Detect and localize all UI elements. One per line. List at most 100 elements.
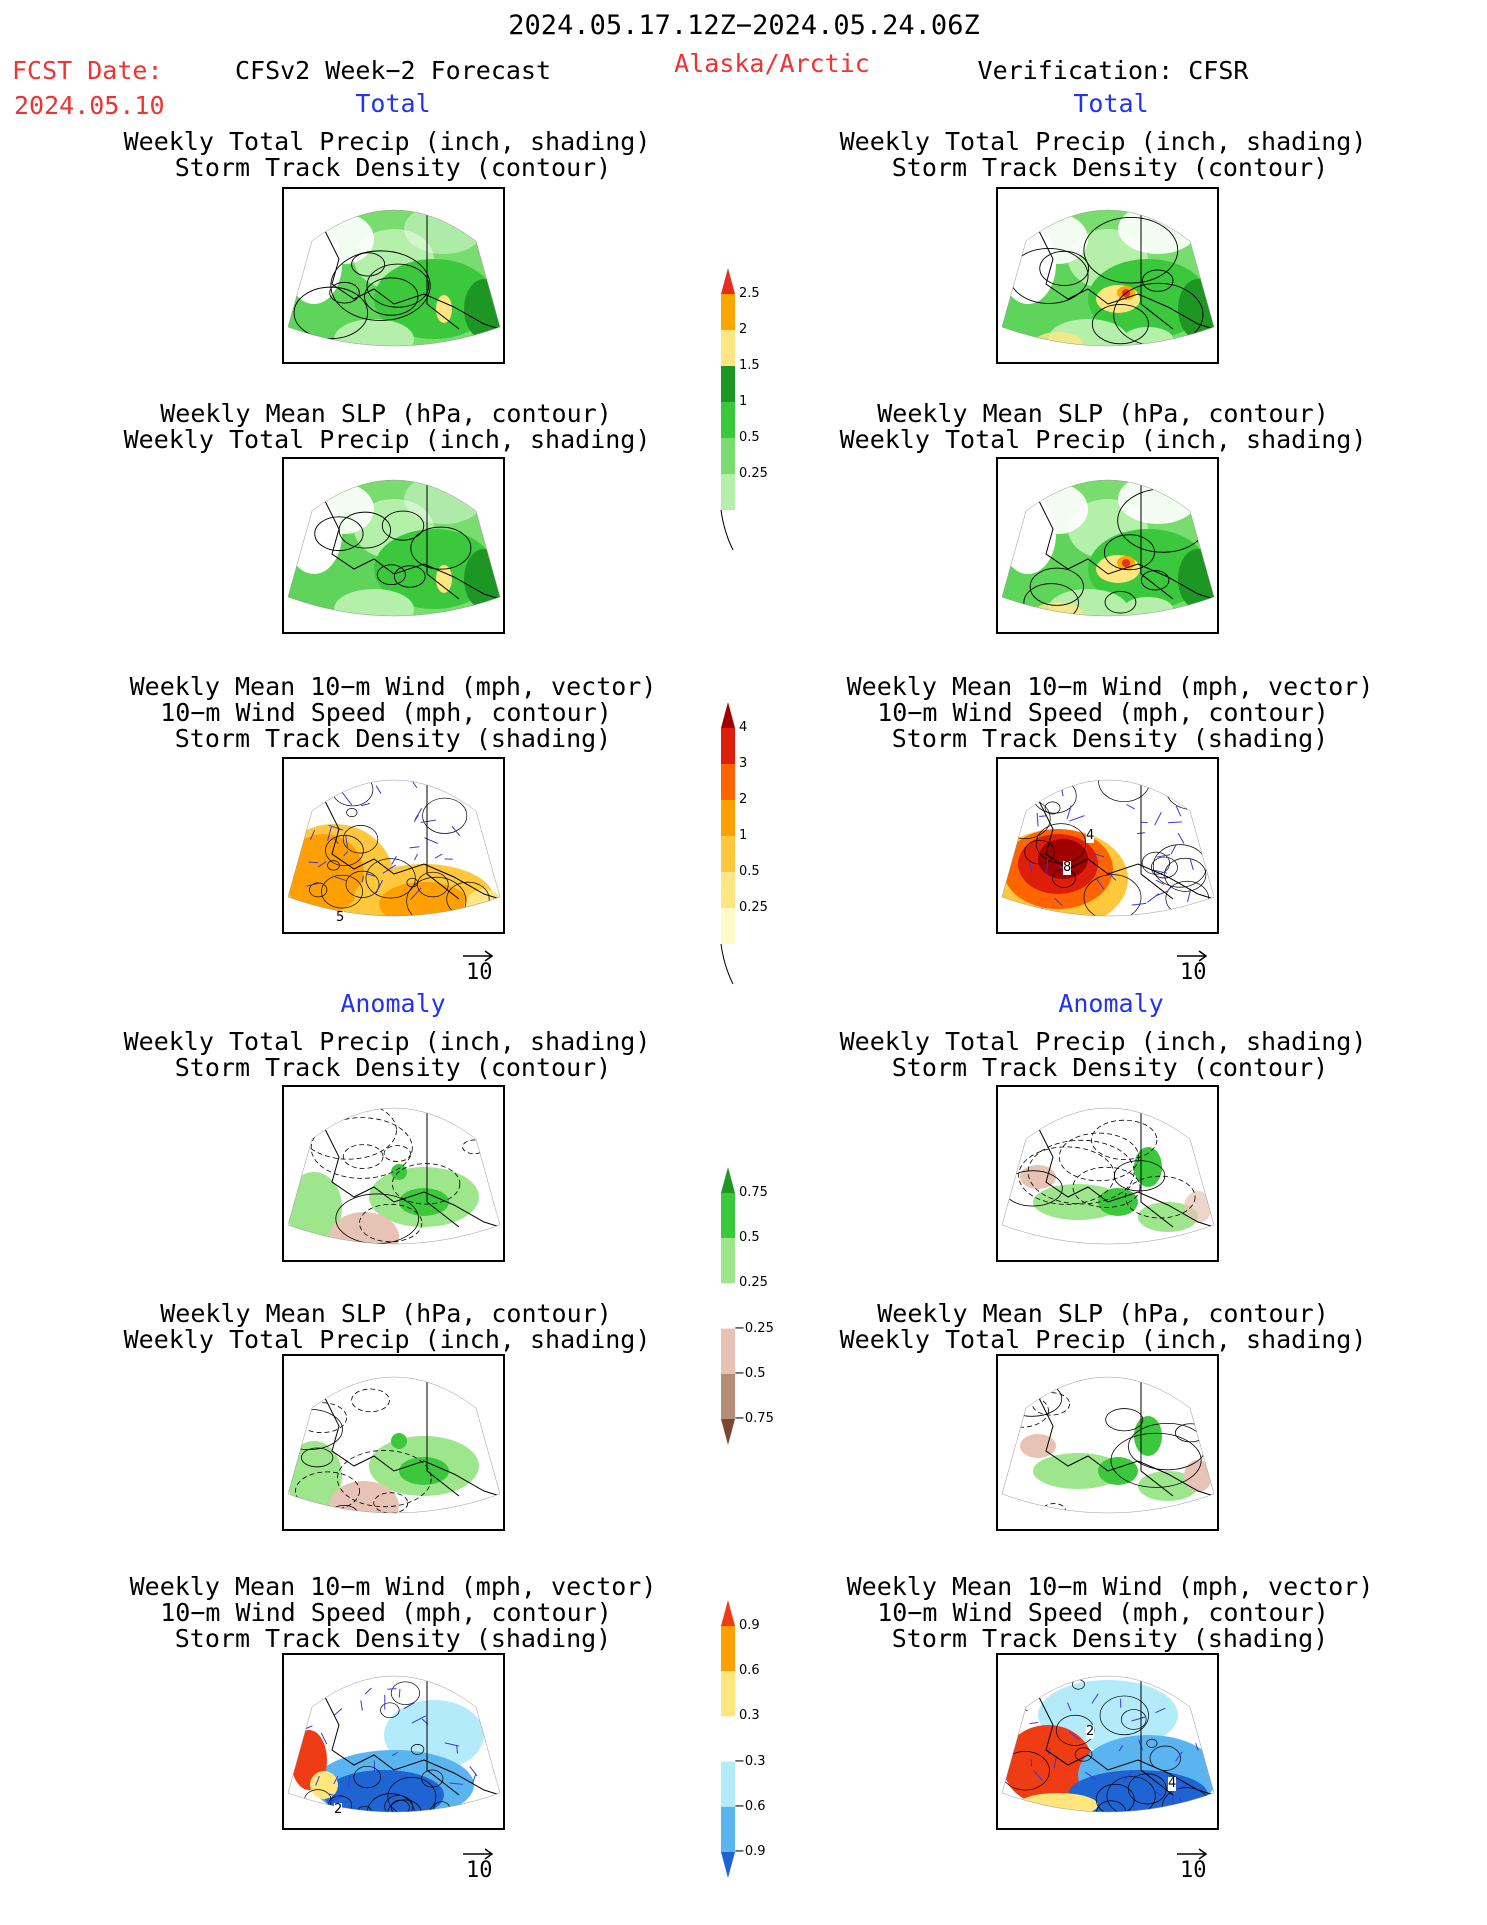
track-total-colorbar: 4 3 2 1 0.5 0.25 bbox=[718, 702, 798, 985]
fcst-anomaly-section: Anomaly bbox=[340, 989, 446, 1018]
wind-vector bbox=[491, 833, 497, 848]
wind-vector bbox=[1166, 886, 1172, 893]
obs-anom-vector-reference: 10 bbox=[1172, 1846, 1232, 1886]
colorbar-tick-label: 0.75 bbox=[739, 1185, 768, 1200]
wind-vector bbox=[1195, 1742, 1199, 1751]
wind-vector bbox=[327, 826, 332, 841]
contour-line bbox=[1091, 1119, 1158, 1160]
wind-vector bbox=[332, 875, 347, 882]
wind-vector bbox=[1053, 1756, 1057, 1768]
contour-value-label: 5 bbox=[336, 910, 345, 925]
contour-line bbox=[376, 564, 406, 586]
colorbar-segment bbox=[721, 728, 735, 764]
contour-line bbox=[1099, 1695, 1149, 1736]
wind-vector bbox=[1156, 854, 1171, 858]
contour-line bbox=[1044, 801, 1061, 815]
vector-reference-label: 10 bbox=[466, 960, 493, 985]
contour-line bbox=[1027, 1139, 1135, 1205]
wind-vector bbox=[1002, 847, 1009, 854]
obs-anom-wind-title-3: Storm Track Density (shading) bbox=[891, 1624, 1329, 1653]
shaded-region bbox=[1122, 559, 1130, 567]
wind-vector bbox=[1131, 902, 1147, 906]
map-sector-outline bbox=[287, 209, 501, 347]
colorbar-tick-label: 0.9 bbox=[739, 1618, 760, 1633]
shaded-region bbox=[288, 1172, 342, 1242]
map-sector-outline bbox=[287, 1376, 501, 1514]
wind-vector bbox=[1019, 1700, 1026, 1705]
wind-vector bbox=[300, 1686, 317, 1692]
fcst-anom-wind-map: 2 bbox=[282, 1653, 505, 1830]
wind-vector bbox=[413, 814, 419, 823]
colorbar-tick-label: 4 bbox=[739, 720, 748, 735]
contour-line bbox=[383, 1145, 411, 1162]
map-sector-outline bbox=[1001, 779, 1215, 917]
coastline bbox=[323, 1694, 500, 1796]
colorbar-segment bbox=[721, 438, 735, 474]
colorbar-segment bbox=[721, 1328, 735, 1374]
fcst-total-precip-title-1: Weekly Total Precip (inch, shading) bbox=[123, 127, 651, 156]
fcst-total-wind-map: 5 bbox=[282, 757, 505, 934]
contour-line bbox=[1032, 780, 1077, 814]
contour-line bbox=[380, 1702, 400, 1719]
contour-line bbox=[384, 1795, 414, 1812]
map-sector-outline bbox=[1001, 209, 1215, 347]
wind-vector bbox=[1131, 1716, 1146, 1722]
contour-line bbox=[1152, 844, 1207, 888]
wind-vector bbox=[411, 1715, 427, 1724]
wind-vector bbox=[478, 903, 489, 912]
fcst-anom-wind-title-2: 10−m Wind Speed (mph, contour) bbox=[160, 1598, 612, 1627]
wind-vector bbox=[1167, 821, 1182, 824]
wind-vector bbox=[1047, 1747, 1051, 1755]
wind-vector bbox=[410, 887, 422, 901]
fcst-total-section: Total bbox=[355, 89, 431, 118]
fcst-total-wind-title-2: 10−m Wind Speed (mph, contour) bbox=[160, 698, 612, 727]
wind-vector bbox=[409, 846, 420, 849]
contour-line bbox=[410, 1743, 425, 1755]
wind-vector bbox=[382, 864, 397, 874]
wind-vector bbox=[333, 1775, 339, 1785]
fcst-total-vector-reference: 10 bbox=[458, 948, 518, 988]
colorbar-segment bbox=[721, 294, 735, 330]
wind-vector bbox=[1155, 1707, 1166, 1714]
obs-total-precip-title-1: Weekly Total Precip (inch, shading) bbox=[839, 127, 1367, 156]
wind-vector bbox=[1126, 804, 1136, 810]
contour-line bbox=[1031, 1392, 1071, 1416]
shaded-region bbox=[1033, 1453, 1123, 1489]
vector-reference-label: 10 bbox=[1180, 1858, 1207, 1883]
contour-line bbox=[353, 1765, 382, 1789]
contour-line bbox=[1146, 1738, 1158, 1748]
contour-line bbox=[417, 871, 449, 898]
coastline bbox=[1037, 798, 1214, 900]
obs-total-wind-title-2: 10−m Wind Speed (mph, contour) bbox=[877, 698, 1329, 727]
wind-vector bbox=[1039, 907, 1044, 916]
contour-line bbox=[1023, 583, 1079, 616]
map-sector-outline bbox=[1001, 1376, 1215, 1514]
contour-line bbox=[1149, 1745, 1181, 1771]
region-title: Alaska/Arctic bbox=[674, 49, 870, 78]
colorbar-bottom-triangle bbox=[721, 1852, 735, 1878]
fcst-date-value: 2024.05.10 bbox=[14, 91, 165, 120]
wind-vector bbox=[1175, 1783, 1189, 1790]
map-plot bbox=[287, 779, 501, 917]
colorbar-tail bbox=[720, 509, 734, 551]
colorbar-top-triangle bbox=[721, 1600, 735, 1626]
wind-vector bbox=[449, 1782, 463, 1785]
contour-line bbox=[406, 876, 467, 916]
obs-anomaly-section: Anomaly bbox=[1058, 989, 1164, 1018]
wind-vector bbox=[1170, 844, 1177, 855]
shaded-region bbox=[1098, 1457, 1138, 1485]
colorbar-segment bbox=[721, 366, 735, 402]
shaded-region bbox=[334, 589, 414, 616]
fcst-total-precip-map bbox=[282, 187, 505, 364]
colorbar-tick-label: 0.3 bbox=[739, 1708, 760, 1724]
obs-anom-slp-title-2: Weekly Total Precip (inch, shading) bbox=[839, 1325, 1367, 1354]
map-plot bbox=[287, 479, 501, 617]
wind-vector bbox=[360, 1700, 363, 1711]
contour-line bbox=[342, 824, 379, 854]
border-line bbox=[426, 1108, 460, 1228]
coastline bbox=[1037, 1694, 1214, 1796]
map-sector-outline bbox=[1001, 1107, 1215, 1245]
obs-total-slp-title-1: Weekly Mean SLP (hPa, contour) bbox=[877, 399, 1329, 428]
fcst-anom-precip-title-1: Weekly Total Precip (inch, shading) bbox=[123, 1027, 651, 1056]
wind-vector bbox=[469, 1765, 478, 1777]
